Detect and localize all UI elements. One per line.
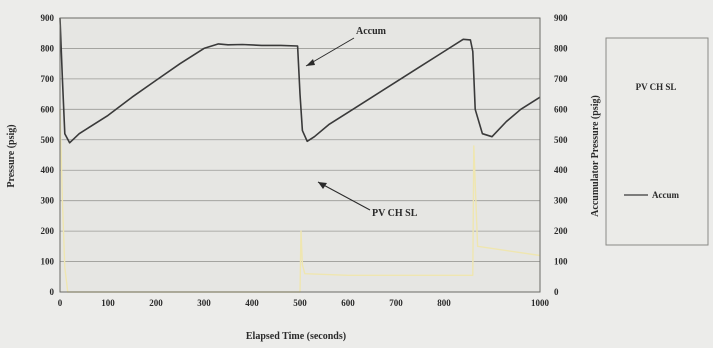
annotation-pv-ch-sl: PV CH SL (372, 208, 418, 219)
y-tick-label-right: 400 (554, 165, 568, 175)
x-tick-label: 600 (341, 298, 355, 308)
y-tick-label-right: 600 (554, 104, 568, 114)
x-tick-label: 500 (293, 298, 307, 308)
annotations: Accum PV CH SL (305, 26, 418, 219)
arrowhead-accum (306, 59, 315, 66)
y-tick-label-right: 700 (554, 74, 568, 84)
plot-frame (59, 17, 541, 293)
y-tick-label-right: 200 (554, 226, 568, 236)
y-tick-label-left: 400 (41, 165, 55, 175)
legend-label-accum: Accum (652, 190, 679, 200)
series-line-accum (59, 17, 541, 144)
y-tick-label-left: 900 (41, 13, 55, 23)
series-line-pv-ch-sl (59, 109, 541, 293)
x-axis-label: Elapsed Time (seconds) (246, 331, 346, 342)
series-layer (59, 17, 541, 293)
x-tick-label: 1000 (531, 298, 550, 308)
x-tick-label: 300 (197, 298, 211, 308)
x-tick-label: 0 (58, 298, 63, 308)
annotation-arrow-accum (305, 37, 355, 67)
arrowhead-pv (318, 182, 327, 189)
x-tick-label: 100 (101, 298, 115, 308)
legend-box: PV CH SL Accum (605, 37, 709, 246)
x-tick-label: 200 (149, 298, 163, 308)
y-tick-label-right: 800 (554, 43, 568, 53)
y-axis-label-left: Pressure (psig) (6, 124, 17, 187)
y-axis-label-right: Accumulator Pressure (psig) (590, 95, 601, 217)
y-tick-label-left: 200 (41, 226, 55, 236)
annotation-arrow-pv (317, 181, 371, 211)
y-tick-label-left: 300 (41, 196, 55, 206)
y-tick-label-left: 100 (41, 257, 55, 267)
legend-label-pv: PV CH SL (636, 82, 677, 92)
y-tick-label-left: 600 (41, 104, 55, 114)
plot-background (60, 18, 540, 292)
x-tick-label: 700 (389, 298, 403, 308)
y-tick-label-left: 700 (41, 74, 55, 84)
y-tick-label-left: 0 (50, 287, 55, 297)
y-tick-label-right: 0 (554, 287, 559, 297)
y-tick-label-left: 800 (41, 43, 55, 53)
y-tick-label-right: 300 (554, 196, 568, 206)
x-tick-label: 800 (437, 298, 451, 308)
y-tick-label-right: 500 (554, 135, 568, 145)
y-tick-label-right: 100 (554, 257, 568, 267)
y-tick-label-left: 500 (41, 135, 55, 145)
y-tick-label-right: 900 (554, 13, 568, 23)
x-tick-label: 400 (245, 298, 259, 308)
grid-lines (60, 18, 540, 292)
annotation-accum: Accum (356, 26, 387, 37)
